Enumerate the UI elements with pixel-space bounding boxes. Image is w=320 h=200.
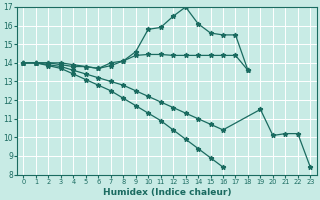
- X-axis label: Humidex (Indice chaleur): Humidex (Indice chaleur): [103, 188, 231, 197]
